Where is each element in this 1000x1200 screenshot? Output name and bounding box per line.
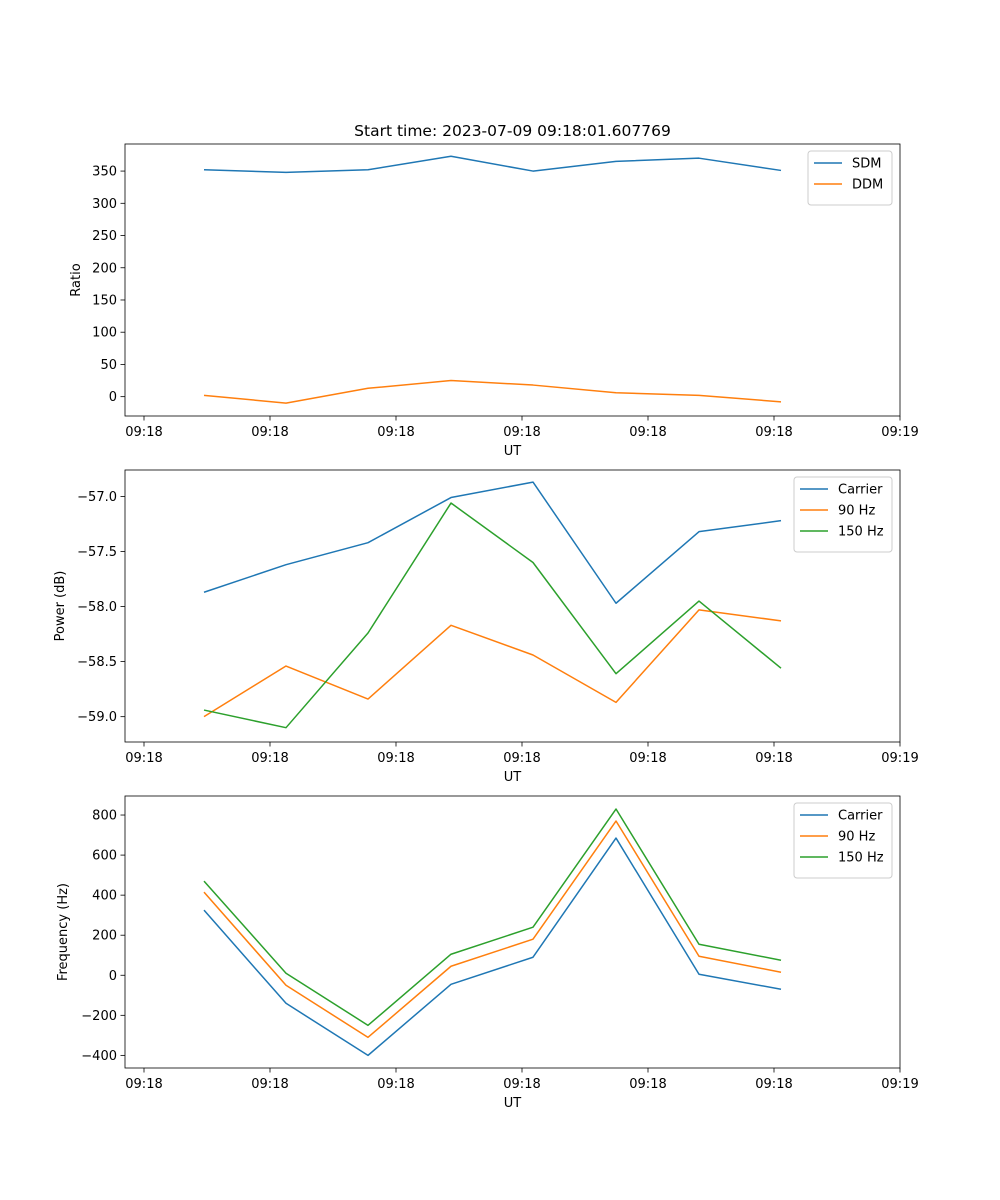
x-tick-label: 09:18 <box>629 1077 666 1092</box>
legend-label: SDM <box>852 157 881 172</box>
y-tick-label: 600 <box>92 849 117 864</box>
series-line-90-hz <box>203 820 782 1039</box>
x-tick-label: 09:18 <box>251 425 288 440</box>
axes-frame <box>124 143 901 417</box>
y-tick-label: 200 <box>92 929 117 944</box>
legend-label: Carrier <box>838 483 883 498</box>
x-tick-label: 09:18 <box>503 1077 540 1092</box>
axes-frame <box>124 469 901 743</box>
y-tick-label: 300 <box>92 197 117 212</box>
legend-label: 90 Hz <box>838 504 875 519</box>
y-tick-label: 400 <box>92 889 117 904</box>
y-tick-label: 250 <box>92 229 117 244</box>
series-line-ddm <box>203 379 782 404</box>
y-tick-label: 0 <box>109 969 117 984</box>
y-tick-label: 800 <box>92 809 117 824</box>
legend-label: Carrier <box>838 809 883 824</box>
chart-title: Start time: 2023-07-09 09:18:01.607769 <box>354 122 671 140</box>
y-tick-label: −200 <box>81 1009 117 1024</box>
x-tick-label: 09:18 <box>755 751 792 766</box>
x-tick-label: 09:18 <box>125 425 162 440</box>
subplot-1: Start time: 2023-07-09 09:18:01.607769 09… <box>69 122 919 459</box>
y-tick-label: −58.0 <box>77 600 117 615</box>
x-tick-label: 09:18 <box>251 751 288 766</box>
series-line-sdm <box>203 155 782 174</box>
x-axis-label: UT <box>504 444 522 459</box>
y-tick-label: −57.5 <box>77 545 117 560</box>
y-tick-label: 200 <box>92 261 117 276</box>
x-tick-label: 09:18 <box>503 751 540 766</box>
x-tick-label: 09:18 <box>629 425 666 440</box>
series-line-carrier <box>203 481 782 604</box>
legend: SDM DDM <box>807 150 893 206</box>
x-tick-label: 09:18 <box>755 425 792 440</box>
y-axis-label: Frequency (Hz) <box>56 883 71 981</box>
y-tick-label: −59.0 <box>77 710 117 725</box>
y-tick-label: 100 <box>92 326 117 341</box>
series-line-carrier <box>203 837 782 1057</box>
x-tick-label: 09:18 <box>377 425 414 440</box>
legend-label: 150 Hz <box>838 851 884 866</box>
y-tick-label: 350 <box>92 165 117 180</box>
y-axis-label: Power (dB) <box>53 571 68 642</box>
y-tick-label: 0 <box>109 390 117 405</box>
x-axis-label: UT <box>504 770 522 785</box>
x-tick-label: 09:18 <box>755 1077 792 1092</box>
series-line-90-hz <box>203 609 782 718</box>
subplot-3: 09:18 09:18 09:18 09:18 09:18 09:18 09:19 −400 −… <box>56 795 919 1111</box>
legend-box <box>807 150 893 206</box>
y-axis-label: Ratio <box>69 263 84 296</box>
legend-label: DDM <box>852 178 883 193</box>
x-tick-label: 09:19 <box>881 425 918 440</box>
legend-box <box>793 802 893 879</box>
y-tick-label: 50 <box>100 358 117 373</box>
x-tick-label: 09:18 <box>125 1077 162 1092</box>
x-tick-label: 09:19 <box>881 1077 918 1092</box>
y-tick-label: −400 <box>81 1049 117 1064</box>
x-tick-label: 09:18 <box>125 751 162 766</box>
y-tick-label: −58.5 <box>77 655 117 670</box>
legend-label: 90 Hz <box>838 830 875 845</box>
legend: Carrier 90 Hz 150 Hz <box>793 802 893 879</box>
axes-frame <box>124 795 901 1069</box>
subplot-2: 09:18 09:18 09:18 09:18 09:18 09:18 09:19 −59.0… <box>53 469 919 785</box>
x-tick-label: 09:18 <box>503 425 540 440</box>
series-line-150-hz <box>203 502 782 729</box>
x-tick-label: 09:18 <box>251 1077 288 1092</box>
legend-label: 150 Hz <box>838 525 884 540</box>
x-tick-label: 09:18 <box>629 751 666 766</box>
series-line-150-hz <box>203 808 782 1027</box>
x-tick-label: 09:18 <box>377 1077 414 1092</box>
legend: Carrier 90 Hz 150 Hz <box>793 476 893 553</box>
y-tick-label: −57.0 <box>77 490 117 505</box>
x-tick-label: 09:18 <box>377 751 414 766</box>
legend-box <box>793 476 893 553</box>
y-tick-label: 150 <box>92 293 117 308</box>
x-axis-label: UT <box>504 1096 522 1111</box>
x-tick-label: 09:19 <box>881 751 918 766</box>
